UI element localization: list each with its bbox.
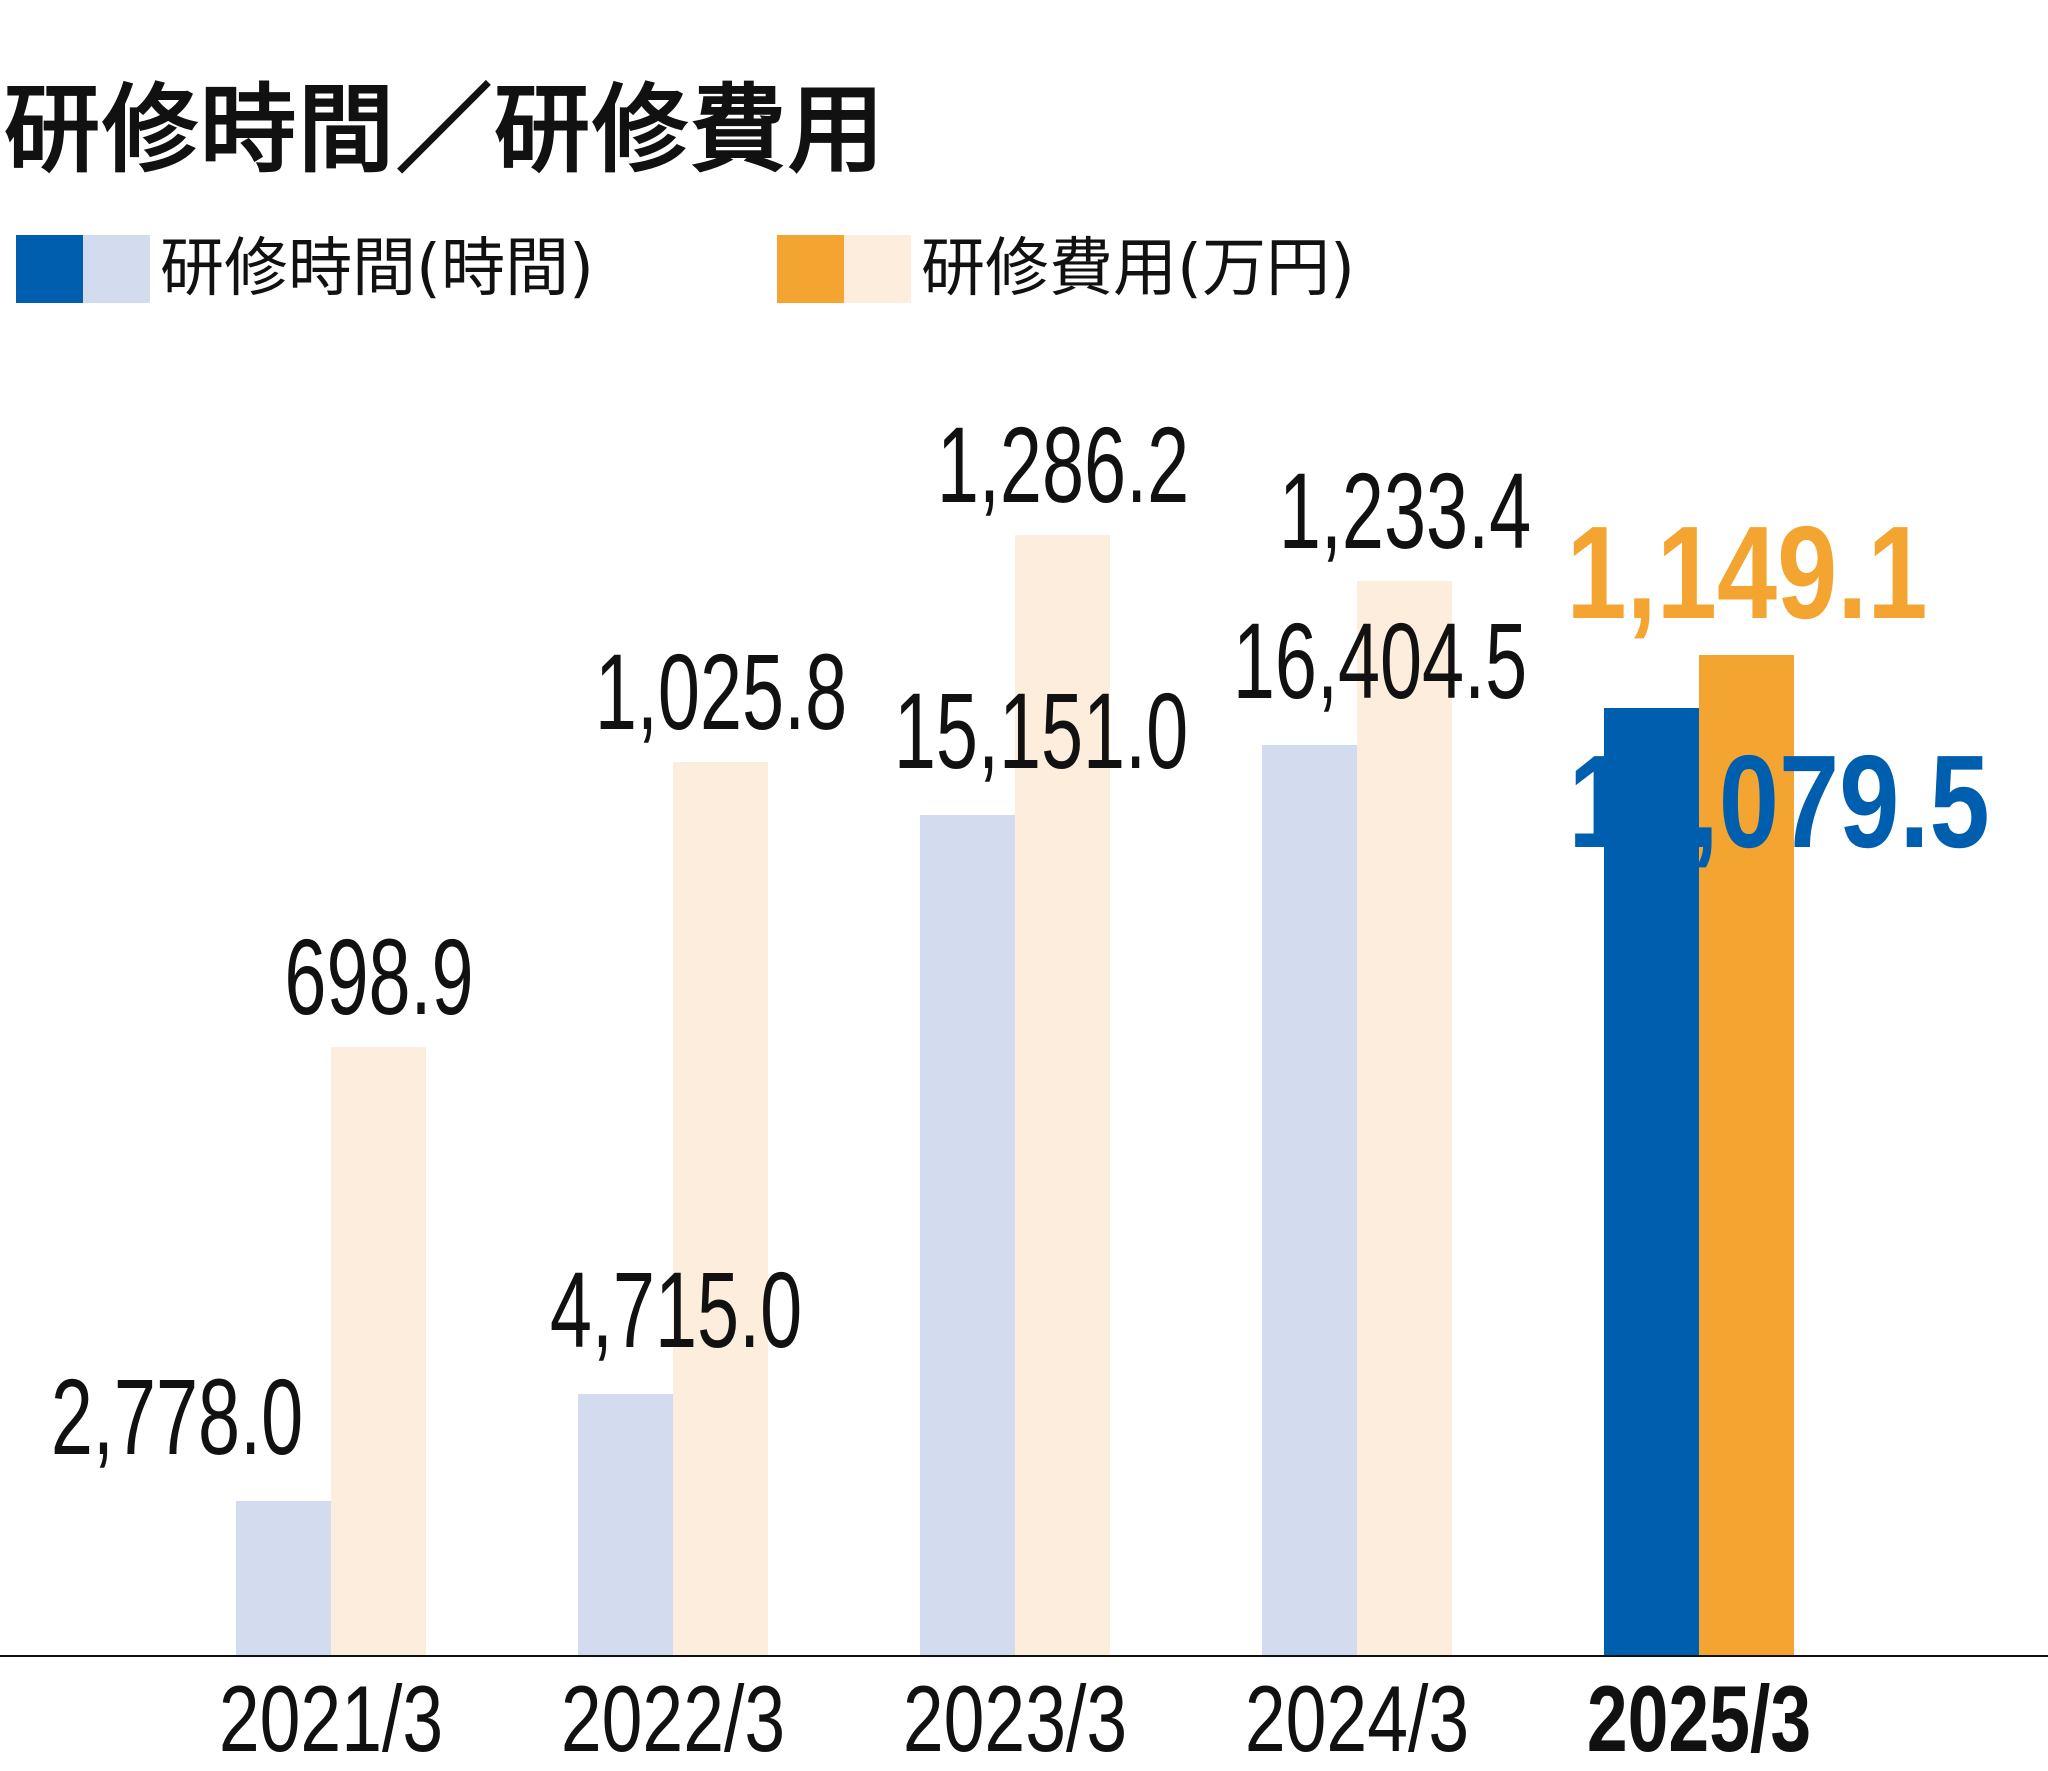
x-tick-label: 2023/3 (902, 1666, 1128, 1771)
data-label-cost: 1,025.8 (594, 630, 847, 752)
legend-swatch-cost-dark (777, 235, 844, 303)
data-label-hours: 4,715.0 (549, 1248, 802, 1370)
data-label-hours: 17,079.5 (1567, 728, 1990, 876)
data-label-cost: 1,233.4 (1278, 450, 1531, 572)
data-label-cost: 1,286.2 (936, 404, 1189, 526)
x-tick-label: 2025/3 (1586, 1666, 1812, 1771)
bar-cost (1699, 654, 1794, 1655)
data-label-cost: 1,149.1 (1565, 498, 1928, 646)
bar-cost (331, 1046, 426, 1655)
data-label-cost: 698.9 (283, 915, 474, 1037)
data-label-hours: 15,151.0 (893, 669, 1188, 791)
legend-swatch-cost-light (844, 235, 911, 303)
bar-cost (1357, 581, 1452, 1655)
legend-hours: 研修時間(時間) (16, 235, 594, 303)
chart-title: 研修時間／研修費用 (4, 74, 886, 186)
legend-swatch-hours-dark (16, 235, 83, 303)
data-label-hours: 16,404.5 (1232, 600, 1527, 722)
x-tick-label: 2022/3 (560, 1666, 786, 1771)
data-label-hours: 2,778.0 (50, 1355, 303, 1477)
x-tick-label: 2024/3 (1244, 1666, 1470, 1771)
bar-cost (1015, 535, 1110, 1655)
legend-label-cost: 研修費用(万円) (921, 232, 1355, 306)
bar-hours (236, 1500, 331, 1655)
bar-hours (578, 1393, 673, 1655)
bar-hours (1262, 745, 1357, 1655)
legend-cost: 研修費用(万円) (777, 235, 1355, 303)
bar-cost (673, 761, 768, 1655)
legend-swatch-hours-light (83, 235, 150, 303)
x-axis-line (0, 1655, 2048, 1657)
legend-label-hours: 研修時間(時間) (160, 232, 594, 306)
bar-hours (1604, 708, 1699, 1655)
bar-hours (920, 814, 1015, 1655)
x-tick-label: 2021/3 (218, 1666, 444, 1771)
